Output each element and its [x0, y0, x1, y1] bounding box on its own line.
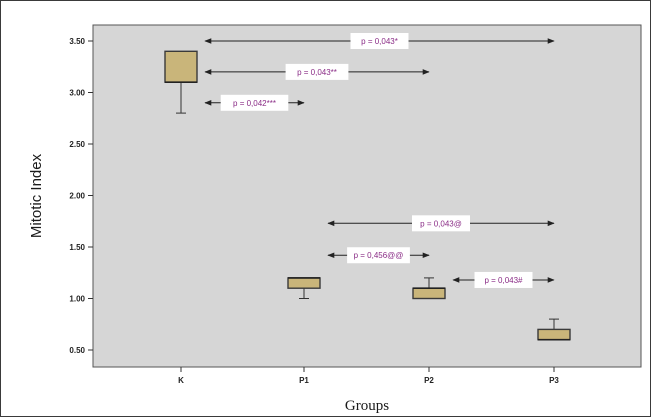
- annotation-label: p = 0,043@: [420, 219, 462, 228]
- box-k: [164, 50, 198, 114]
- annotation-label-bg: [350, 33, 409, 49]
- box-p1: [287, 277, 321, 299]
- x-axis: K P1 P2 P3: [178, 367, 559, 385]
- x-tick-label: P2: [424, 376, 434, 385]
- annotation-3: p = 0,042***: [204, 94, 305, 111]
- y-axis: 0.50 1.00 1.50 2.00 2.50 3.00 3.50: [69, 37, 93, 355]
- annotation-label: p = 0,042***: [233, 99, 276, 108]
- y-tick-label: 0.50: [69, 346, 85, 355]
- y-tick-label: 1.50: [69, 243, 85, 252]
- annotation-6: p = 0,043#: [452, 271, 555, 288]
- box-p3: [537, 318, 571, 341]
- y-axis-label: Mitotic Index: [28, 153, 45, 238]
- box-p2: [412, 277, 446, 300]
- box-rect: [537, 328, 571, 341]
- y-tick-label: 1.00: [69, 295, 85, 304]
- box-rect: [164, 50, 198, 83]
- annotation-2: p = 0,043**: [204, 63, 430, 80]
- annotation-label: p = 0,043#: [484, 276, 523, 285]
- significance-annotations: p = 0,043* p = 0,043** p = 0,042*** p = 0,0…: [204, 33, 555, 288]
- x-tick-label: P1: [299, 376, 309, 385]
- annotation-5: p = 0,456@@: [327, 247, 430, 264]
- y-tick-label: 2.00: [69, 192, 85, 201]
- box-rect: [287, 277, 321, 289]
- annotation-label-bg: [220, 94, 289, 111]
- annotation-label: p = 0,043*: [361, 37, 398, 46]
- annotation-4: p = 0,043@: [327, 215, 555, 232]
- annotation-label-bg: [412, 215, 470, 232]
- annotation-label-bg: [474, 271, 533, 288]
- y-tick-label: 3.00: [69, 89, 85, 98]
- x-axis-label: Groups: [345, 398, 389, 414]
- annotation-1: p = 0,043*: [204, 33, 555, 49]
- x-tick-label: P3: [549, 376, 559, 385]
- y-tick-label: 2.50: [69, 140, 85, 149]
- x-tick-label: K: [178, 376, 184, 385]
- annotation-label-bg: [347, 247, 410, 264]
- box-series: [164, 50, 571, 341]
- y-tick-label: 3.50: [69, 37, 85, 46]
- annotation-label-bg: [285, 63, 349, 80]
- annotation-label: p = 0,043**: [297, 68, 337, 77]
- box-rect: [412, 287, 446, 300]
- annotation-label: p = 0,456@@: [354, 251, 404, 260]
